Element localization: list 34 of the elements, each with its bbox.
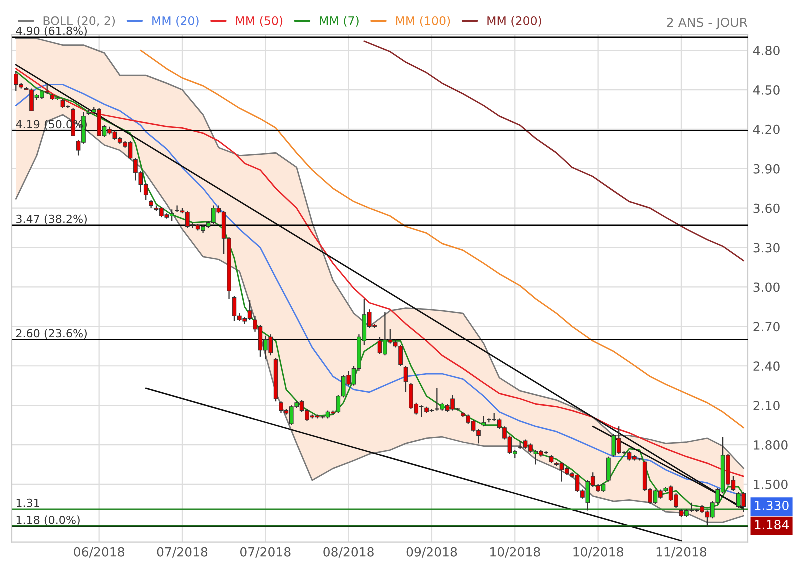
ref-line-label: 1.18 (0.0%) xyxy=(16,516,80,526)
legend-label: MM (20) xyxy=(152,16,199,27)
x-tick-label: 07/2018 xyxy=(157,547,208,558)
x-tick-label: 11/2018 xyxy=(656,547,707,558)
text: 2 ANS - JOUR xyxy=(667,18,748,30)
y-tick-label: 4.50 xyxy=(753,85,780,95)
y-tick-label: 3.60 xyxy=(754,204,780,214)
x-tick-label: 08/2018 xyxy=(324,547,374,558)
x-tick-label: 10/2018 xyxy=(490,547,540,558)
y-tick-label: 3.30 xyxy=(754,243,780,253)
y-tick-label: 2.10 xyxy=(754,401,780,410)
y-tick-label: 4.80 xyxy=(753,46,780,56)
annotation: 1.184 xyxy=(755,520,789,530)
legend-label: BOLL (20, 2) xyxy=(44,16,116,27)
legend-label: MM (100) xyxy=(396,16,450,27)
legend-label: MM (50) xyxy=(236,16,283,27)
x-tick-label: 09/2018 xyxy=(406,547,458,558)
ref-line-label: 4.90 (61.8%) xyxy=(16,26,87,37)
y-tick-label: 1.800 xyxy=(754,440,788,450)
y-tick-label: 1.500 xyxy=(754,480,788,490)
x-tick-label: 10/2018 xyxy=(574,547,624,558)
y-tick-label: 3.90 xyxy=(754,164,780,174)
y-tick-label: 3.00 xyxy=(754,282,780,292)
legend-label: MM (200) xyxy=(488,16,542,27)
y-tick-label: 4.20 xyxy=(753,124,780,134)
annotation: 1.330 xyxy=(755,500,789,510)
x-tick-label: 06/2018 xyxy=(74,547,124,558)
ref-line-label: 1.31 xyxy=(16,498,40,508)
legend-label: MM (7) xyxy=(320,16,359,27)
ref-line-label: 2.60 (23.6%) xyxy=(16,329,87,339)
x-tick-label: 07/2018 xyxy=(240,547,291,558)
ref-line-label: 3.47 (38.2%) xyxy=(16,214,87,225)
y-tick-label: 2.40 xyxy=(754,362,780,372)
y-tick-label: 2.70 xyxy=(754,322,780,332)
